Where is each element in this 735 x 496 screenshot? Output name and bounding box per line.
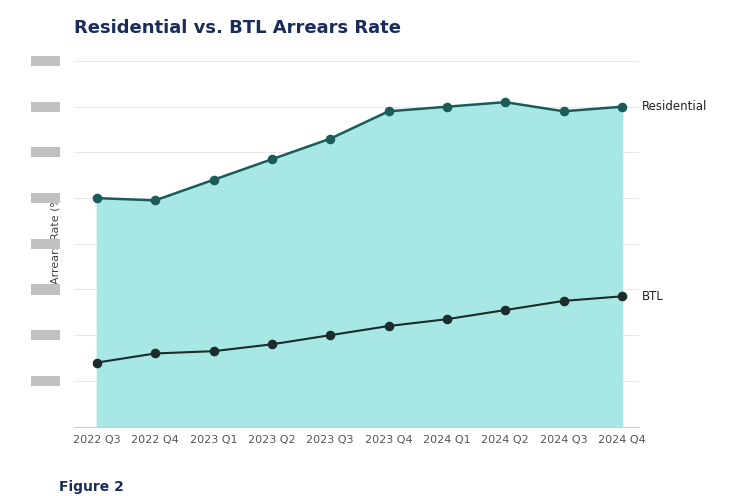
Point (499, 306, 511, 314)
Text: BTL: BTL (642, 290, 664, 303)
Text: Figure 2: Figure 2 (59, 480, 123, 494)
Point (324, 331, 336, 339)
Point (616, 292, 628, 300)
FancyBboxPatch shape (31, 193, 60, 203)
Point (383, 107, 395, 115)
FancyBboxPatch shape (31, 376, 60, 386)
Point (441, 315, 453, 323)
Point (266, 155, 278, 163)
FancyBboxPatch shape (31, 239, 60, 249)
FancyBboxPatch shape (31, 102, 60, 112)
Point (91, 194, 103, 202)
Point (558, 297, 570, 305)
Point (149, 350, 161, 358)
Point (266, 340, 278, 348)
Text: Residential vs. BTL Arrears Rate: Residential vs. BTL Arrears Rate (74, 19, 401, 37)
Y-axis label: Arrears Rate (%): Arrears Rate (%) (50, 192, 60, 284)
Point (149, 196, 161, 204)
Point (324, 135, 336, 143)
Point (499, 98, 511, 106)
Point (208, 176, 220, 184)
FancyBboxPatch shape (31, 285, 60, 295)
Point (208, 347, 220, 355)
FancyBboxPatch shape (31, 330, 60, 340)
FancyBboxPatch shape (31, 56, 60, 66)
Point (558, 107, 570, 115)
Text: Residential: Residential (642, 100, 708, 113)
Point (383, 322, 395, 330)
Point (441, 103, 453, 111)
Point (91, 359, 103, 367)
FancyBboxPatch shape (31, 147, 60, 157)
Point (616, 103, 628, 111)
